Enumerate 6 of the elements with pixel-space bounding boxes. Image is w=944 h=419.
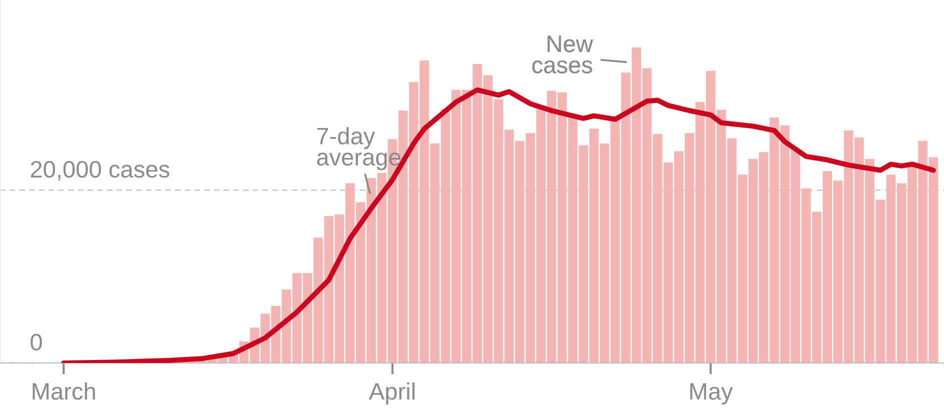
x-tick-label: March (32, 382, 95, 400)
x-tick-label: May (690, 383, 733, 404)
y-tick-label: 20,000 cases (30, 160, 170, 180)
x-tick-label: April (368, 382, 414, 404)
annotation: New cases (532, 36, 594, 74)
y-tick-label: 0 (30, 334, 42, 351)
